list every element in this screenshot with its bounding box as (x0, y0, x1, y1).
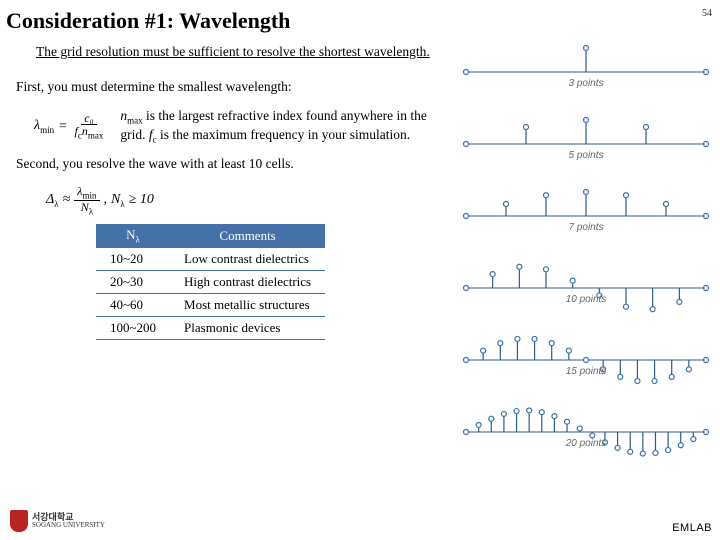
table-header-n: Nλ (96, 224, 170, 248)
intro-paragraph: The grid resolution must be sufficient t… (36, 44, 446, 61)
table-row: 10~20Low contrast dielectrics (96, 248, 325, 271)
svg-text:10 points: 10 points (566, 294, 607, 305)
table-row: 100~200Plasmonic devices (96, 316, 325, 339)
shield-icon (10, 510, 28, 532)
svg-text:15 points: 15 points (566, 366, 607, 377)
formula-delta: Δλ ≈ λmin Nλ , Nλ ≥ 10 (46, 185, 446, 217)
slide-title: Consideration #1: Wavelength (0, 0, 720, 34)
formula1-row: λmin = c₀ fcnmax nmax is the largest ref… (34, 108, 446, 146)
sampling-diagrams: 3 points 5 points 7 points 10 points 15 poin… (460, 44, 710, 489)
step1-label: First, you must determine the smallest w… (16, 79, 446, 96)
svg-text:5 points: 5 points (568, 150, 603, 161)
table-header-comments: Comments (170, 224, 325, 248)
content-column: The grid resolution must be sufficient t… (16, 44, 446, 340)
resolution-table: Nλ Comments 10~20Low contrast dielectric… (96, 224, 325, 340)
table-row: 20~30High contrast dielectrics (96, 270, 325, 293)
formula1-desc: nmax is the largest refractive index fou… (120, 108, 446, 146)
svg-text:7 points: 7 points (568, 222, 603, 233)
step2-label: Second, you resolve the wave with at lea… (16, 156, 446, 173)
footer-lab: EMLAB (672, 522, 712, 534)
formula-lambda-min: λmin = c₀ fcnmax (34, 112, 106, 140)
table-row: 40~60Most metallic structures (96, 293, 325, 316)
svg-text:3 points: 3 points (568, 78, 603, 89)
page-number: 54 (702, 8, 712, 19)
univ-name-en: SOGANG UNIVERSITY (32, 522, 105, 529)
svg-text:20 points: 20 points (565, 438, 607, 449)
footer-logo: 서강대학교 SOGANG UNIVERSITY (10, 510, 105, 532)
